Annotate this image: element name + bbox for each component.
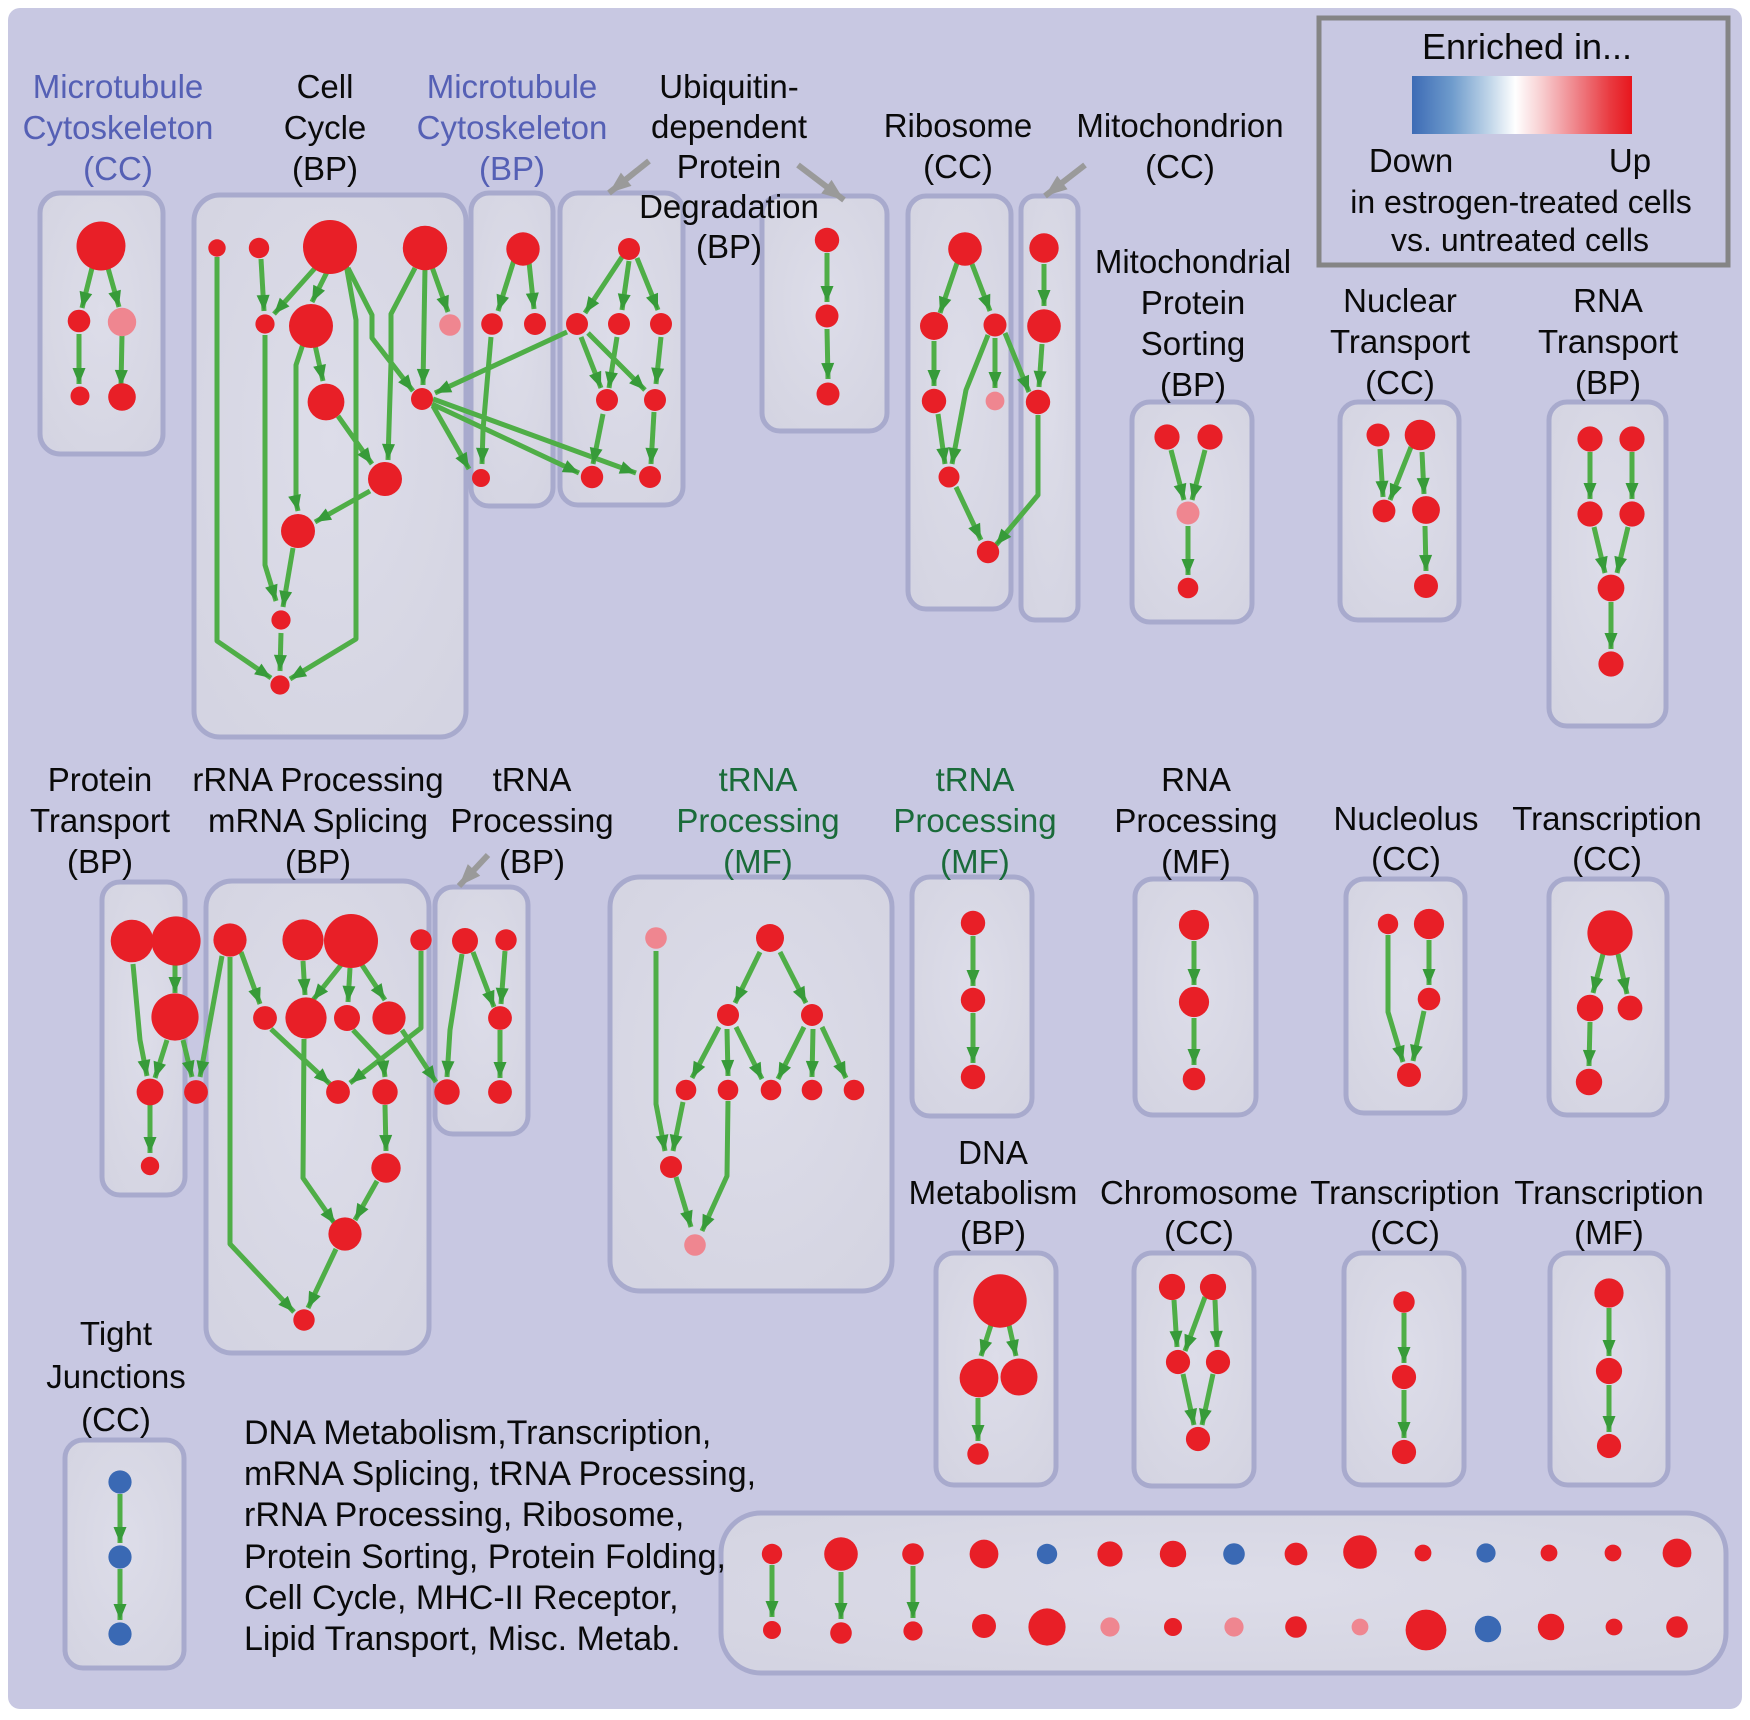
svg-text:RNA: RNA: [1573, 282, 1643, 319]
svg-text:mRNA Splicing: mRNA Splicing: [208, 802, 428, 839]
svg-text:Transcription: Transcription: [1514, 1174, 1704, 1211]
svg-text:Transport: Transport: [30, 802, 170, 839]
svg-text:(CC): (CC): [1371, 840, 1441, 877]
svg-text:(CC): (CC): [1572, 840, 1642, 877]
svg-text:Metabolism: Metabolism: [909, 1174, 1078, 1211]
svg-text:(BP): (BP): [696, 228, 762, 265]
svg-text:(MF): (MF): [1574, 1214, 1644, 1251]
svg-text:Nuclear: Nuclear: [1343, 282, 1457, 319]
svg-text:(MF): (MF): [723, 843, 793, 880]
svg-text:Nucleolus: Nucleolus: [1334, 800, 1479, 837]
svg-text:rRNA Processing: rRNA Processing: [192, 761, 443, 798]
svg-text:rRNA Processing, Ribosome,: rRNA Processing, Ribosome,: [244, 1496, 684, 1534]
svg-text:(BP): (BP): [1575, 364, 1641, 401]
svg-text:Chromosome: Chromosome: [1100, 1174, 1298, 1211]
svg-text:mRNA Splicing, tRNA Processing: mRNA Splicing, tRNA Processing,: [244, 1455, 756, 1493]
svg-text:(CC): (CC): [1164, 1214, 1234, 1251]
svg-text:RNA: RNA: [1161, 761, 1231, 798]
svg-text:Tight: Tight: [80, 1315, 152, 1352]
svg-text:Degradation: Degradation: [639, 188, 819, 225]
svg-text:(CC): (CC): [83, 150, 153, 187]
svg-text:(MF): (MF): [1161, 843, 1231, 880]
svg-text:Enriched in...: Enriched in...: [1422, 26, 1632, 67]
svg-text:Microtubule: Microtubule: [33, 68, 204, 105]
svg-text:tRNA: tRNA: [719, 761, 798, 798]
svg-text:tRNA: tRNA: [493, 761, 572, 798]
svg-text:Ubiquitin-: Ubiquitin-: [659, 68, 798, 105]
svg-text:Protein: Protein: [1141, 284, 1246, 321]
svg-text:Microtubule: Microtubule: [427, 68, 598, 105]
svg-text:(BP): (BP): [479, 150, 545, 187]
svg-text:Cytoskeleton: Cytoskeleton: [23, 109, 214, 146]
svg-text:Mitochondrion: Mitochondrion: [1076, 107, 1283, 144]
svg-text:Up: Up: [1609, 142, 1651, 179]
svg-text:(CC): (CC): [923, 148, 993, 185]
svg-text:Sorting: Sorting: [1141, 325, 1246, 362]
svg-text:Processing: Processing: [1114, 802, 1277, 839]
svg-text:(BP): (BP): [67, 843, 133, 880]
svg-text:Down: Down: [1369, 142, 1453, 179]
svg-text:(CC): (CC): [1145, 148, 1215, 185]
svg-text:(BP): (BP): [499, 843, 565, 880]
svg-text:(BP): (BP): [960, 1214, 1026, 1251]
svg-text:Transport: Transport: [1330, 323, 1470, 360]
svg-text:(MF): (MF): [940, 843, 1010, 880]
svg-text:Junctions: Junctions: [46, 1358, 185, 1395]
svg-text:Transport: Transport: [1538, 323, 1678, 360]
svg-text:Transcription: Transcription: [1512, 800, 1702, 837]
svg-text:Protein: Protein: [677, 148, 782, 185]
svg-text:Cell Cycle, MHC-II Receptor,: Cell Cycle, MHC-II Receptor,: [244, 1579, 679, 1617]
svg-text:Cytoskeleton: Cytoskeleton: [417, 109, 608, 146]
svg-text:(CC): (CC): [1370, 1214, 1440, 1251]
svg-text:in estrogen-treated cells: in estrogen-treated cells: [1350, 184, 1692, 220]
svg-text:DNA Metabolism,Transcription,: DNA Metabolism,Transcription,: [244, 1414, 711, 1452]
svg-text:(BP): (BP): [1160, 366, 1226, 403]
svg-text:tRNA: tRNA: [936, 761, 1015, 798]
svg-text:(BP): (BP): [292, 150, 358, 187]
svg-text:dependent: dependent: [651, 108, 807, 145]
svg-text:Transcription: Transcription: [1310, 1174, 1500, 1211]
svg-text:vs. untreated cells: vs. untreated cells: [1391, 222, 1649, 258]
svg-text:Ribosome: Ribosome: [884, 107, 1033, 144]
svg-text:(BP): (BP): [285, 843, 351, 880]
svg-text:Processing: Processing: [676, 802, 839, 839]
svg-text:(CC): (CC): [81, 1401, 151, 1438]
svg-text:Mitochondrial: Mitochondrial: [1095, 243, 1291, 280]
svg-text:Protein Sorting, Protein Foldi: Protein Sorting, Protein Folding,: [244, 1538, 726, 1576]
svg-text:DNA: DNA: [958, 1134, 1028, 1171]
svg-text:Processing: Processing: [450, 802, 613, 839]
svg-text:(CC): (CC): [1365, 364, 1435, 401]
svg-text:Lipid Transport, Misc. Metab.: Lipid Transport, Misc. Metab.: [244, 1620, 681, 1658]
svg-text:Protein: Protein: [48, 761, 153, 798]
svg-text:Cycle: Cycle: [284, 109, 367, 146]
svg-text:Processing: Processing: [893, 802, 1056, 839]
svg-text:Cell: Cell: [297, 68, 354, 105]
